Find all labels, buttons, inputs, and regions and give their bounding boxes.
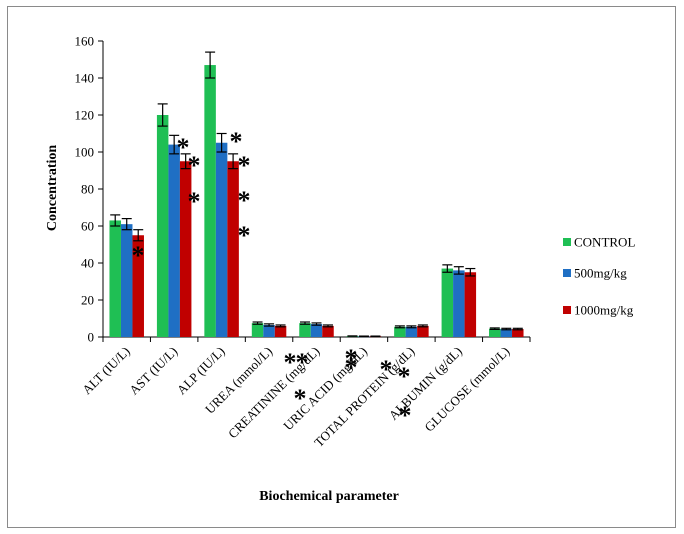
significance-marker: * xyxy=(238,151,251,180)
significance-marker: * xyxy=(177,133,190,162)
significance-marker: * xyxy=(398,362,411,391)
significance-marker: * xyxy=(380,355,393,384)
bar xyxy=(464,272,477,337)
legend-label: 1000mg/kg xyxy=(574,303,634,318)
bar xyxy=(394,326,406,337)
significance-marker: * xyxy=(296,348,309,377)
y-axis-title: Concentration xyxy=(45,145,60,232)
significance-marker: * xyxy=(345,344,358,373)
significance-marker: * xyxy=(188,151,201,180)
bar xyxy=(405,326,418,337)
bar xyxy=(109,220,121,337)
significance-marker: * xyxy=(238,221,251,250)
legend-swatch xyxy=(563,238,571,246)
significance-marker: * xyxy=(188,187,201,216)
x-axis-title: Biochemical parameter xyxy=(259,489,399,504)
bar xyxy=(132,235,144,337)
bar xyxy=(227,161,239,337)
bar xyxy=(204,65,216,338)
x-tick-label: GLUCOSE (mmol/L) xyxy=(421,344,512,435)
bar xyxy=(168,144,180,337)
y-tick-label: 120 xyxy=(75,108,95,123)
bar xyxy=(263,324,275,337)
y-tick-label: 20 xyxy=(81,293,94,308)
y-tick-label: 160 xyxy=(75,34,95,49)
significance-marker: * xyxy=(284,348,297,377)
bar xyxy=(274,325,287,337)
legend-label: CONTROL xyxy=(574,235,635,250)
significance-marker: * xyxy=(238,186,251,215)
x-tick-label: ALT (IU/L) xyxy=(79,344,133,398)
bar xyxy=(299,323,311,337)
significance-marker: * xyxy=(399,401,412,430)
y-tick-label: 60 xyxy=(81,219,94,234)
y-tick-label: 140 xyxy=(75,71,95,86)
bar xyxy=(179,161,192,337)
bar xyxy=(322,325,334,337)
y-tick-label: 0 xyxy=(88,330,95,345)
y-tick-label: 100 xyxy=(75,145,95,160)
significance-marker: * xyxy=(132,241,145,270)
legend-swatch xyxy=(563,269,571,277)
significance-marker: * xyxy=(345,353,358,382)
bar xyxy=(441,268,454,337)
bar xyxy=(251,323,264,337)
bar xyxy=(120,224,133,337)
bar xyxy=(215,142,228,337)
y-tick-label: 40 xyxy=(81,256,94,271)
significance-marker: * xyxy=(294,384,307,413)
legend-label: 500mg/kg xyxy=(574,266,627,281)
legend-swatch xyxy=(563,306,571,314)
bar xyxy=(512,329,524,337)
x-tick-label: AST (IU/L) xyxy=(126,344,180,398)
bar xyxy=(156,115,169,337)
legend: CONTROL 500mg/kg 1000mg/kg xyxy=(563,235,635,318)
y-tick-label: 80 xyxy=(81,182,94,197)
bar xyxy=(310,324,323,337)
bar xyxy=(417,325,429,337)
significance-marker: * xyxy=(230,127,243,156)
bar xyxy=(453,270,465,337)
bar xyxy=(500,329,513,337)
bar xyxy=(489,328,501,337)
